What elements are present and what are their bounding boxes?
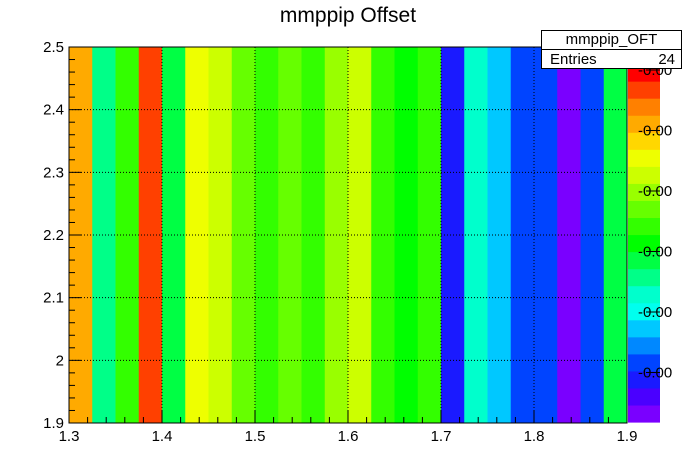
colorbar-tick-label: -0.00 [638,304,672,321]
heatmap-bin [441,47,465,423]
x-tick-label: 1.7 [431,428,452,445]
colorbar-tick-label: -0.00 [638,244,672,261]
heatmap-bin [162,47,186,423]
x-tick-label: 1.4 [152,428,173,445]
stats-box-entries-label: Entries [550,51,597,68]
colorbar-tick-label: -0.00 [638,123,672,140]
heatmap-bin [557,47,582,423]
colorbar-segment [628,353,660,372]
colorbar-segment [628,302,660,321]
colorbar-segment [628,132,660,150]
y-tick-label: 2.5 [43,39,64,56]
colorbar-tick-label: -0.00 [638,183,672,200]
colorbar-segment [628,217,660,236]
heatmap-bin [92,47,117,423]
heatmap-bin [348,47,372,423]
stats-box-name: mmppip_OFT [542,31,681,50]
colorbar-segment [628,81,660,99]
y-tick-label: 1.9 [43,415,64,432]
colorbar-segment [628,387,660,406]
colorbar-segment [628,404,660,423]
colorbar-segment [628,268,660,287]
colorbar-segment [628,115,660,133]
y-tick-label: 2.2 [43,227,64,244]
heatmap-bin [185,47,210,423]
x-tick-label: 1.3 [59,428,80,445]
colorbar-segment [628,319,660,338]
x-tick-label: 1.9 [617,428,638,445]
heatmap-bin [580,47,605,423]
heatmap-bin [208,47,233,423]
y-tick-label: 2.4 [43,102,64,119]
colorbar-segment [628,200,660,219]
colorbar-segment [628,336,660,355]
chart-title: mmppip Offset [279,4,417,27]
colorbar-tick-label: -0.00 [638,365,672,382]
colorbar-segment [628,149,660,167]
colorbar-segment [628,234,660,253]
x-tick-label: 1.5 [245,428,266,445]
y-tick-label: 2 [56,352,64,369]
heatmap-bin [115,47,140,423]
colorbar-segment [628,166,660,184]
heatmap-bin [464,47,489,423]
x-tick-label: 1.6 [338,428,359,445]
colorbar-segment [628,183,660,201]
heatmap-bin [394,47,419,423]
y-tick-label: 2.1 [43,290,64,307]
y-tick-label: 2.3 [43,164,64,181]
colorbar-segment [628,285,660,304]
heatmap-bin [278,47,303,423]
x-tick-label: 1.8 [524,428,545,445]
heatmap-bin [255,47,279,423]
colorbar-segment [628,370,660,389]
colorbar-segment [628,98,660,116]
heatmap-bin [487,47,512,423]
stats-box-entries-value: 24 [658,51,675,68]
heatmap-bin [301,47,326,423]
stats-box: mmppip_OFT Entries 24 [541,30,682,69]
colorbar-segment [628,251,660,270]
heatmap-bin [534,47,558,423]
heatmap-bin [371,47,396,423]
stats-box-entries-row: Entries 24 [542,50,681,69]
